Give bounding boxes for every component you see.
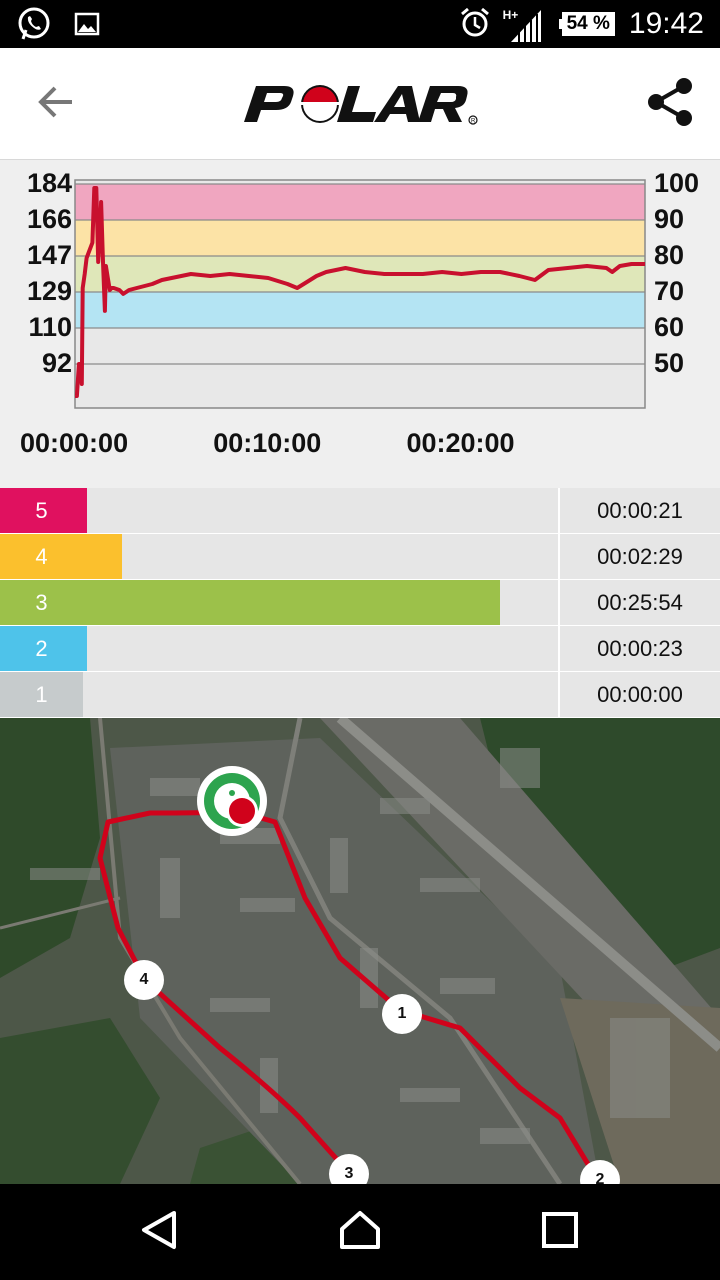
hr-series-line	[74, 186, 645, 398]
share-button[interactable]	[640, 76, 700, 132]
image-icon	[74, 11, 100, 42]
heart-rate-chart: 184 166 147 129 110 92 100 90 80 70 60 50 00:00:00…	[0, 160, 720, 488]
zone-list: 5 00:00:21 4 00:02:29 3 00:25:54 2 00:00:23 1 00:…	[0, 488, 720, 718]
back-button[interactable]	[28, 78, 84, 130]
zone-band-5	[75, 184, 645, 220]
x-tick: 00:20:00	[406, 428, 515, 458]
zone-number: 4	[0, 534, 83, 579]
zone-duration: 00:25:54	[558, 580, 720, 625]
zone-duration: 00:02:29	[558, 534, 720, 579]
svg-text:R: R	[471, 119, 476, 125]
x-tick: 00:10:00	[213, 428, 322, 458]
lap-marker[interactable]: 4	[124, 960, 164, 1000]
zone-time-bar	[83, 626, 87, 671]
zone-time-bar	[83, 580, 500, 625]
zone-duration: 00:00:00	[558, 672, 720, 717]
nav-recents-button[interactable]	[520, 1204, 600, 1260]
zone-number: 3	[0, 580, 83, 625]
status-notifications	[16, 6, 100, 47]
y-tick-left: 166	[26, 204, 72, 234]
zone-row-5[interactable]: 5 00:00:21	[0, 488, 720, 533]
nav-back-icon	[138, 1208, 182, 1257]
alarm-icon	[459, 6, 491, 43]
zone-band-4	[75, 220, 645, 256]
lap-marker[interactable]: 3	[329, 1154, 369, 1184]
y-tick-left: 92	[41, 348, 72, 378]
status-time: 19:42	[628, 7, 704, 40]
lap-marker[interactable]: 1	[382, 994, 422, 1034]
arrow-left-icon	[36, 82, 76, 127]
y-tick-left: 129	[26, 276, 72, 306]
map-satellite	[0, 718, 720, 1184]
battery-icon: 54 %	[558, 12, 615, 36]
zone-band-2	[75, 292, 645, 328]
nav-home-button[interactable]	[320, 1204, 400, 1260]
zone-number: 1	[0, 672, 83, 717]
zone-row-1[interactable]: 1 00:00:00	[0, 672, 720, 717]
system-nav-bar	[0, 1184, 720, 1280]
zone-duration: 00:00:21	[558, 488, 720, 533]
y-tick-right: 90	[654, 204, 685, 234]
x-tick: 00:00:00	[20, 428, 129, 458]
zone-duration: 00:00:23	[558, 626, 720, 671]
zone-number: 2	[0, 626, 83, 671]
y-tick-right: 80	[654, 240, 685, 270]
heart-rate-plot	[74, 179, 646, 409]
zone-row-4[interactable]: 4 00:02:29	[0, 534, 720, 579]
nav-recents-icon	[540, 1210, 580, 1255]
start-finish-icon[interactable]	[197, 766, 267, 836]
battery-percent: 54 %	[561, 12, 615, 36]
y-tick-left: 147	[26, 240, 72, 270]
polar-logo: R	[240, 78, 480, 130]
network-type: H+	[502, 8, 519, 22]
zone-row-2[interactable]: 2 00:00:23	[0, 626, 720, 671]
zone-row-3[interactable]: 3 00:25:54	[0, 580, 720, 625]
zone-number: 5	[0, 488, 83, 533]
y-tick-right: 70	[654, 276, 685, 306]
share-icon	[644, 76, 696, 133]
signal-icon: H+	[502, 4, 545, 44]
status-system: H+ 54 % 19:42	[459, 0, 704, 48]
status-bar: H+ 54 % 19:42	[0, 0, 720, 48]
route-map[interactable]: 1 2 3 4	[0, 718, 720, 1184]
app-bar: R	[0, 48, 720, 160]
y-tick-left: 184	[26, 168, 72, 198]
y-tick-right: 50	[654, 348, 685, 378]
zone-band-3	[75, 256, 645, 292]
nav-home-icon	[337, 1207, 383, 1258]
zone-time-bar	[83, 488, 87, 533]
zone-time-bar	[83, 534, 122, 579]
y-tick-right: 100	[654, 168, 700, 198]
y-tick-right: 60	[654, 312, 685, 342]
y-tick-left: 110	[28, 312, 72, 342]
whatsapp-icon	[16, 6, 52, 47]
nav-back-button[interactable]	[120, 1204, 200, 1260]
